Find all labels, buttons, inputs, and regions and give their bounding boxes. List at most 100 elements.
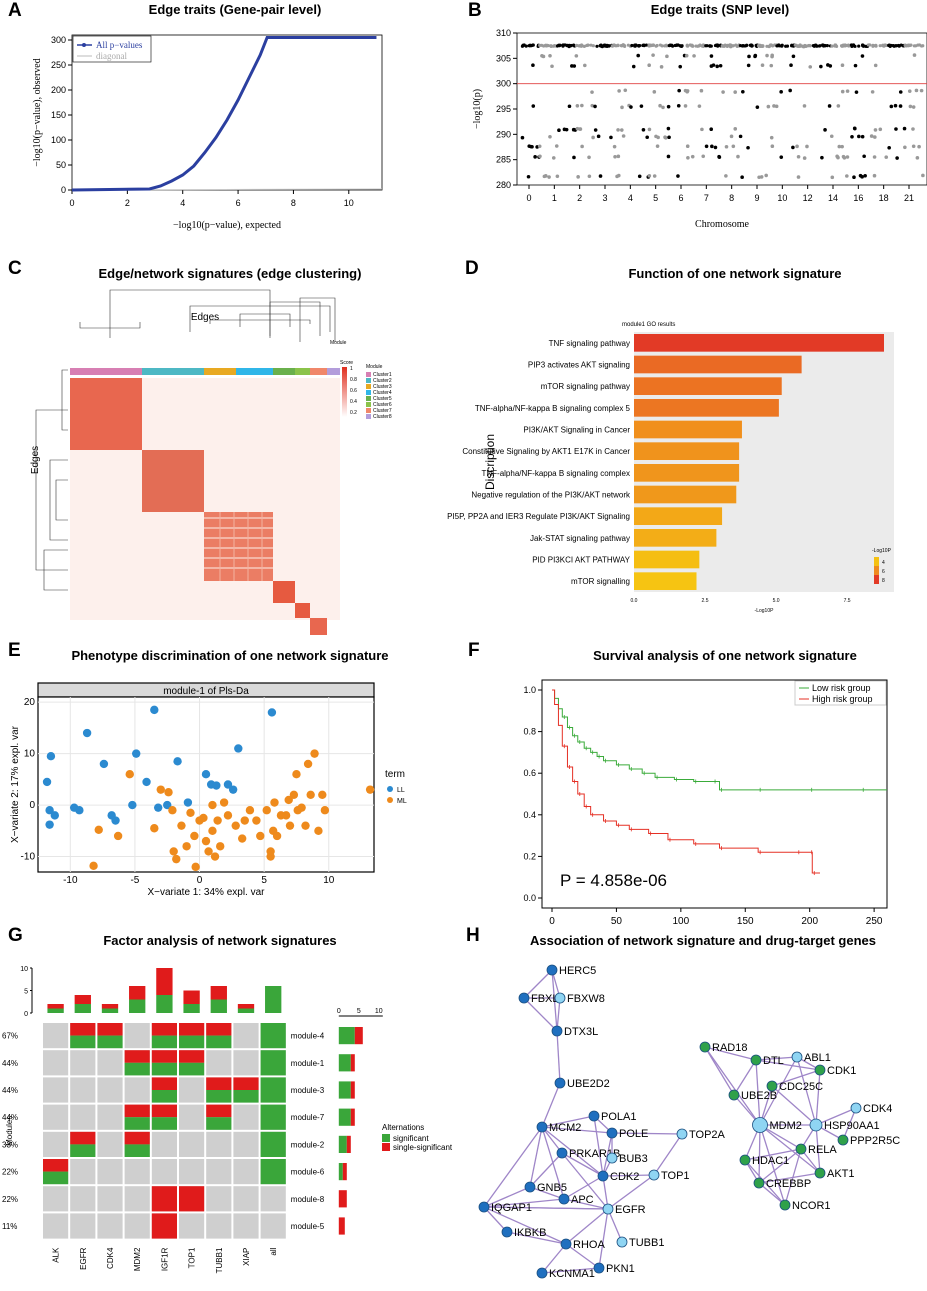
- cell-background: [43, 1050, 69, 1076]
- x-tick-label: 10: [323, 875, 335, 886]
- node-rad18: [699, 1041, 711, 1053]
- cluster-block: [204, 512, 273, 581]
- module-legend-title: Module: [366, 364, 383, 370]
- node-akt1: [814, 1167, 826, 1179]
- right-bar-significant: [338, 1108, 351, 1126]
- cell-background: [97, 1213, 123, 1239]
- go-term-label: Constitutive Signaling by AKT1 E17K in C…: [462, 447, 630, 456]
- snp-point: [852, 175, 856, 180]
- legend-box: [794, 680, 887, 706]
- point-ml: [256, 831, 265, 841]
- module-legend-label: Cluster3: [373, 384, 392, 390]
- cell-significant: [151, 1062, 177, 1076]
- network-edge: [551, 969, 558, 1032]
- network-edge: [611, 1132, 683, 1135]
- cell-significant: [206, 1090, 232, 1103]
- snp-point: [872, 173, 877, 178]
- point-ml: [292, 770, 301, 779]
- network-edge: [529, 1152, 563, 1188]
- y-tick-label: 0.0: [523, 893, 536, 903]
- cell-significant: [151, 1090, 177, 1103]
- top-bar-single: [101, 1004, 119, 1009]
- cell-significant: [260, 1159, 286, 1185]
- snp-point: [860, 175, 864, 179]
- cell-background: [124, 1213, 150, 1239]
- snp-point: [911, 105, 916, 109]
- point-ml: [301, 821, 310, 830]
- dendrogram-branch: [109, 289, 271, 338]
- node-label: TOP2A: [689, 1129, 726, 1141]
- point-ll: [234, 744, 243, 753]
- snp-point: [753, 54, 757, 59]
- node-ube2b: [728, 1089, 740, 1101]
- node-label: CREBBP: [766, 1178, 811, 1190]
- network-edge: [523, 969, 553, 999]
- snp-point: [575, 103, 580, 108]
- snp-point: [663, 44, 667, 48]
- snp-point: [575, 126, 580, 131]
- point-ml: [177, 821, 186, 830]
- cell-background: [151, 1159, 177, 1185]
- snp-point: [561, 43, 565, 47]
- snp-point: [665, 54, 669, 59]
- snp-point: [663, 135, 668, 140]
- node-rhoa: [560, 1238, 572, 1250]
- node-mcm2: [536, 1121, 548, 1133]
- node-pkn1: [593, 1262, 605, 1274]
- snp-point: [527, 144, 532, 148]
- snp-point: [576, 175, 580, 179]
- network-edge: [602, 1132, 613, 1177]
- go-term-label: PIP3 activates AKT signaling: [528, 361, 630, 370]
- x-tick-label: 14: [828, 193, 838, 203]
- cell-background: [206, 1186, 232, 1212]
- point-ml: [365, 785, 375, 794]
- cell-background: [43, 1213, 69, 1239]
- point-ml: [303, 759, 313, 769]
- snp-point: [840, 89, 845, 94]
- x-tick-label: 7: [704, 193, 709, 203]
- point-ll: [153, 803, 163, 812]
- network-edge: [815, 1107, 857, 1126]
- snp-point: [629, 105, 633, 109]
- snp-point: [914, 88, 919, 93]
- node-label: CDK2: [610, 1171, 639, 1183]
- snp-point: [708, 44, 712, 48]
- legend-label: LL: [397, 787, 405, 794]
- x-tick-label: 4: [628, 193, 633, 203]
- top-bar-single: [156, 968, 173, 995]
- point-ll: [99, 759, 109, 769]
- snp-point: [870, 90, 875, 94]
- y-tick-label: 285: [496, 155, 511, 165]
- snp-point: [555, 174, 560, 179]
- cell-single-significant: [206, 1104, 232, 1118]
- plsda-scatter: module-1 of Pls-Da -10 -5 0 5 10 -10 0 10 20 X−var…: [10, 682, 407, 898]
- y-tick-label: 200: [51, 85, 66, 95]
- snp-point: [889, 104, 894, 109]
- cell-significant: [260, 1050, 286, 1076]
- snp-point: [805, 144, 809, 149]
- legend-swatch: [382, 1143, 390, 1151]
- cell-background: [124, 1159, 150, 1185]
- point-ml: [262, 806, 271, 815]
- cell-single-significant: [206, 1023, 232, 1036]
- module-legend-label: Cluster1: [373, 372, 392, 378]
- snp-point: [878, 127, 883, 132]
- snp-point: [863, 173, 867, 178]
- snp-point: [845, 89, 850, 93]
- point-ml: [284, 795, 293, 805]
- node-label: ABL1: [804, 1052, 831, 1064]
- point-ml: [182, 842, 191, 851]
- node-label: CDK1: [827, 1065, 856, 1077]
- network-edge: [704, 1046, 757, 1061]
- node-herc5: [546, 964, 558, 976]
- snp-point: [530, 145, 534, 149]
- point-ml: [252, 816, 261, 825]
- node-label: EGFR: [615, 1204, 646, 1216]
- network-edge: [563, 1175, 604, 1200]
- snp-point: [919, 88, 924, 93]
- cell-background: [97, 1159, 123, 1185]
- score-tick: 0.8: [350, 377, 357, 383]
- network-edge: [842, 1107, 857, 1141]
- point-ml: [89, 861, 98, 871]
- y-tick-label: 0.6: [523, 768, 536, 778]
